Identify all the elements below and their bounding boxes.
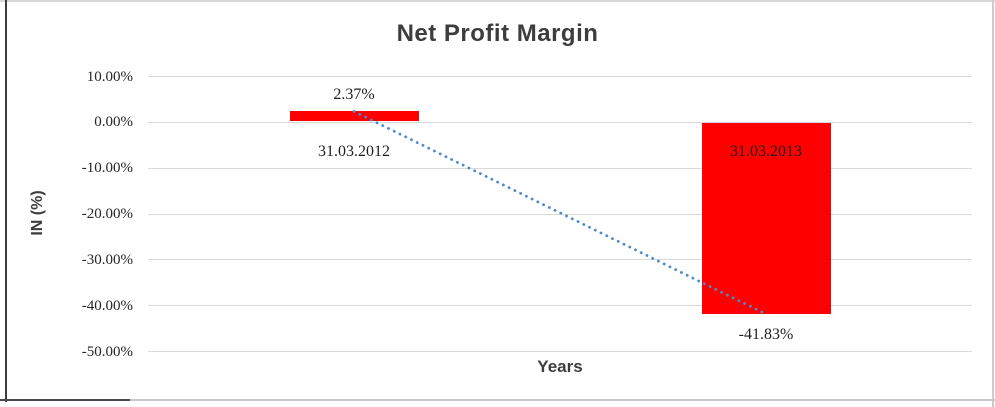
y-tick-label: -10.00% xyxy=(81,160,133,177)
border-top xyxy=(0,0,995,2)
gridline xyxy=(148,305,972,307)
border-bottom xyxy=(0,399,995,401)
x-axis-title: Years xyxy=(537,357,583,376)
y-tick-label: -40.00% xyxy=(81,297,133,314)
y-tick-label: -20.00% xyxy=(81,206,133,222)
chart-title: Net Profit Margin xyxy=(396,20,599,47)
category-label: 31.03.2013 xyxy=(730,143,802,161)
gridline xyxy=(148,351,972,352)
gridline xyxy=(148,259,972,261)
value-label: 2.37% xyxy=(333,86,375,104)
gridline xyxy=(148,213,972,215)
border-right xyxy=(992,0,994,407)
category-label: 31.03.2012 xyxy=(318,143,390,161)
gridline xyxy=(148,167,972,169)
gridline xyxy=(148,76,972,77)
gridline xyxy=(148,121,972,123)
value-label: -41.83% xyxy=(738,326,794,344)
y-tick-label: 0.00% xyxy=(94,114,133,131)
bar-31.03.2012 xyxy=(289,111,419,122)
border-left xyxy=(5,0,7,402)
y-tick-label: -30.00% xyxy=(81,251,133,268)
border-bottom-left xyxy=(0,399,130,401)
y-tick-label: -50.00% xyxy=(81,343,133,360)
y-tick-label: 10.00% xyxy=(86,68,133,85)
